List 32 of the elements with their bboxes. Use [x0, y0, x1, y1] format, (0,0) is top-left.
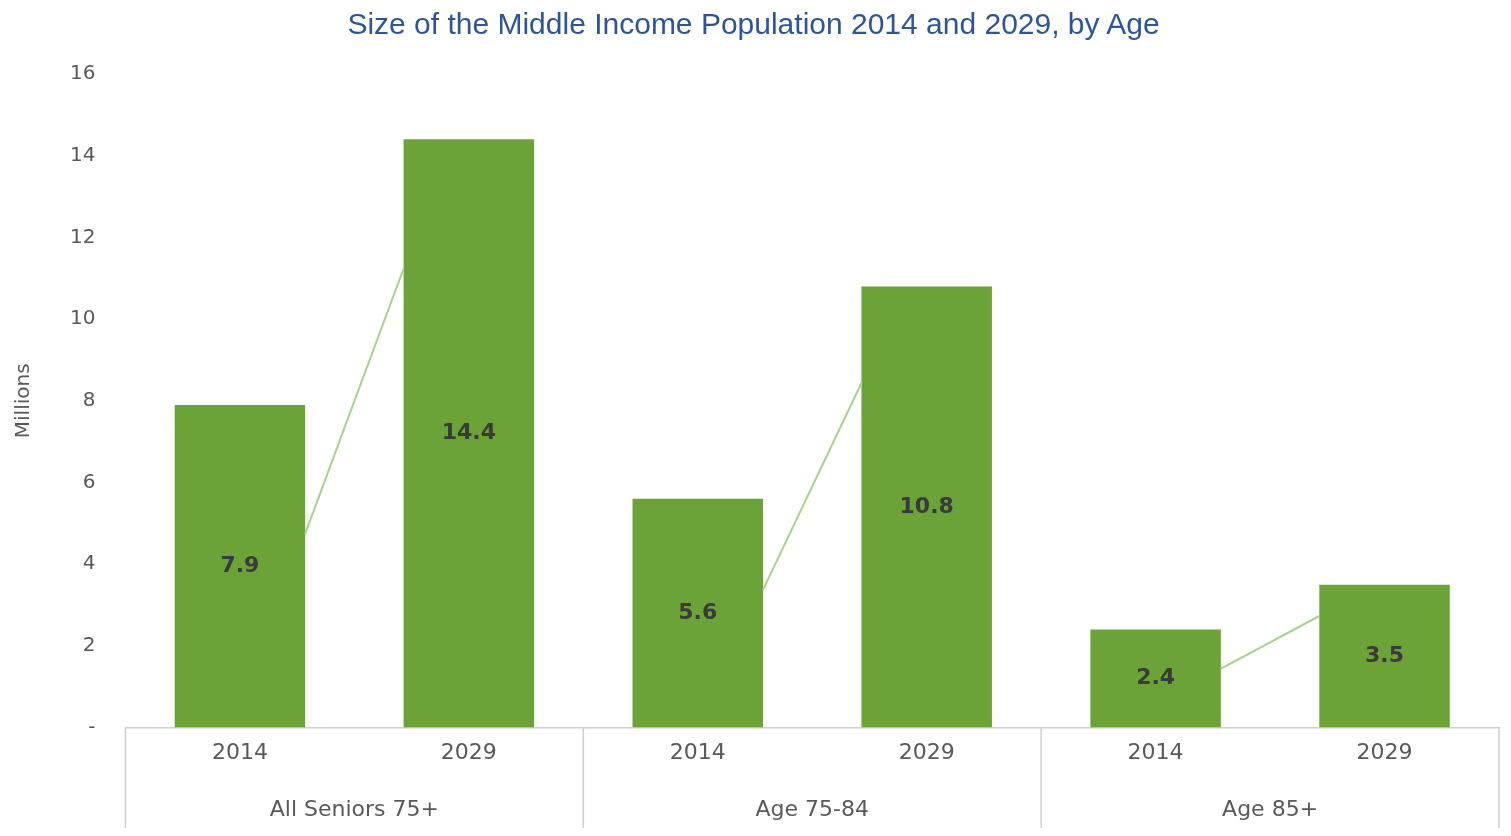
y-tick-label: - [88, 713, 96, 738]
x-tick-label: 2029 [1356, 738, 1413, 764]
data-label: 10.8 [899, 492, 954, 518]
y-tick-label: 14 [70, 141, 96, 166]
bar [403, 139, 535, 728]
chart-title: Size of the Middle Income Population 2014 and 2029, by Age [347, 7, 1160, 41]
bar [632, 498, 764, 728]
y-tick-label: 2 [82, 632, 96, 657]
bar [1090, 629, 1221, 728]
y-tick-label: 6 [82, 468, 96, 493]
x-tick-label: 2014 [211, 738, 268, 764]
data-label: 3.5 [1365, 641, 1405, 667]
data-label: 5.6 [678, 598, 718, 624]
text: Age 75-84 [755, 795, 869, 821]
bar [861, 286, 992, 728]
text: Age 85+ [1222, 795, 1319, 821]
data-label: 2.4 [1136, 664, 1176, 690]
data-label: 7.9 [220, 551, 260, 577]
y-tick-label: 16 [70, 60, 96, 85]
x-tick-label: 2014 [1127, 738, 1184, 764]
y-tick-label: 12 [70, 223, 96, 248]
y-tick-label: 4 [82, 550, 96, 575]
y-tick-label: 8 [82, 387, 96, 411]
x-tick-label: 2014 [669, 738, 726, 764]
y-tick-label: 10 [70, 305, 96, 330]
y-axis-title: Millions [10, 363, 35, 439]
data-label: 14.4 [441, 419, 496, 445]
x-tick-label: 2029 [898, 738, 955, 764]
x-tick-label: 2029 [440, 738, 497, 764]
bar [1319, 584, 1450, 728]
bar [174, 404, 306, 728]
text: All Seniors 75+ [269, 795, 439, 821]
